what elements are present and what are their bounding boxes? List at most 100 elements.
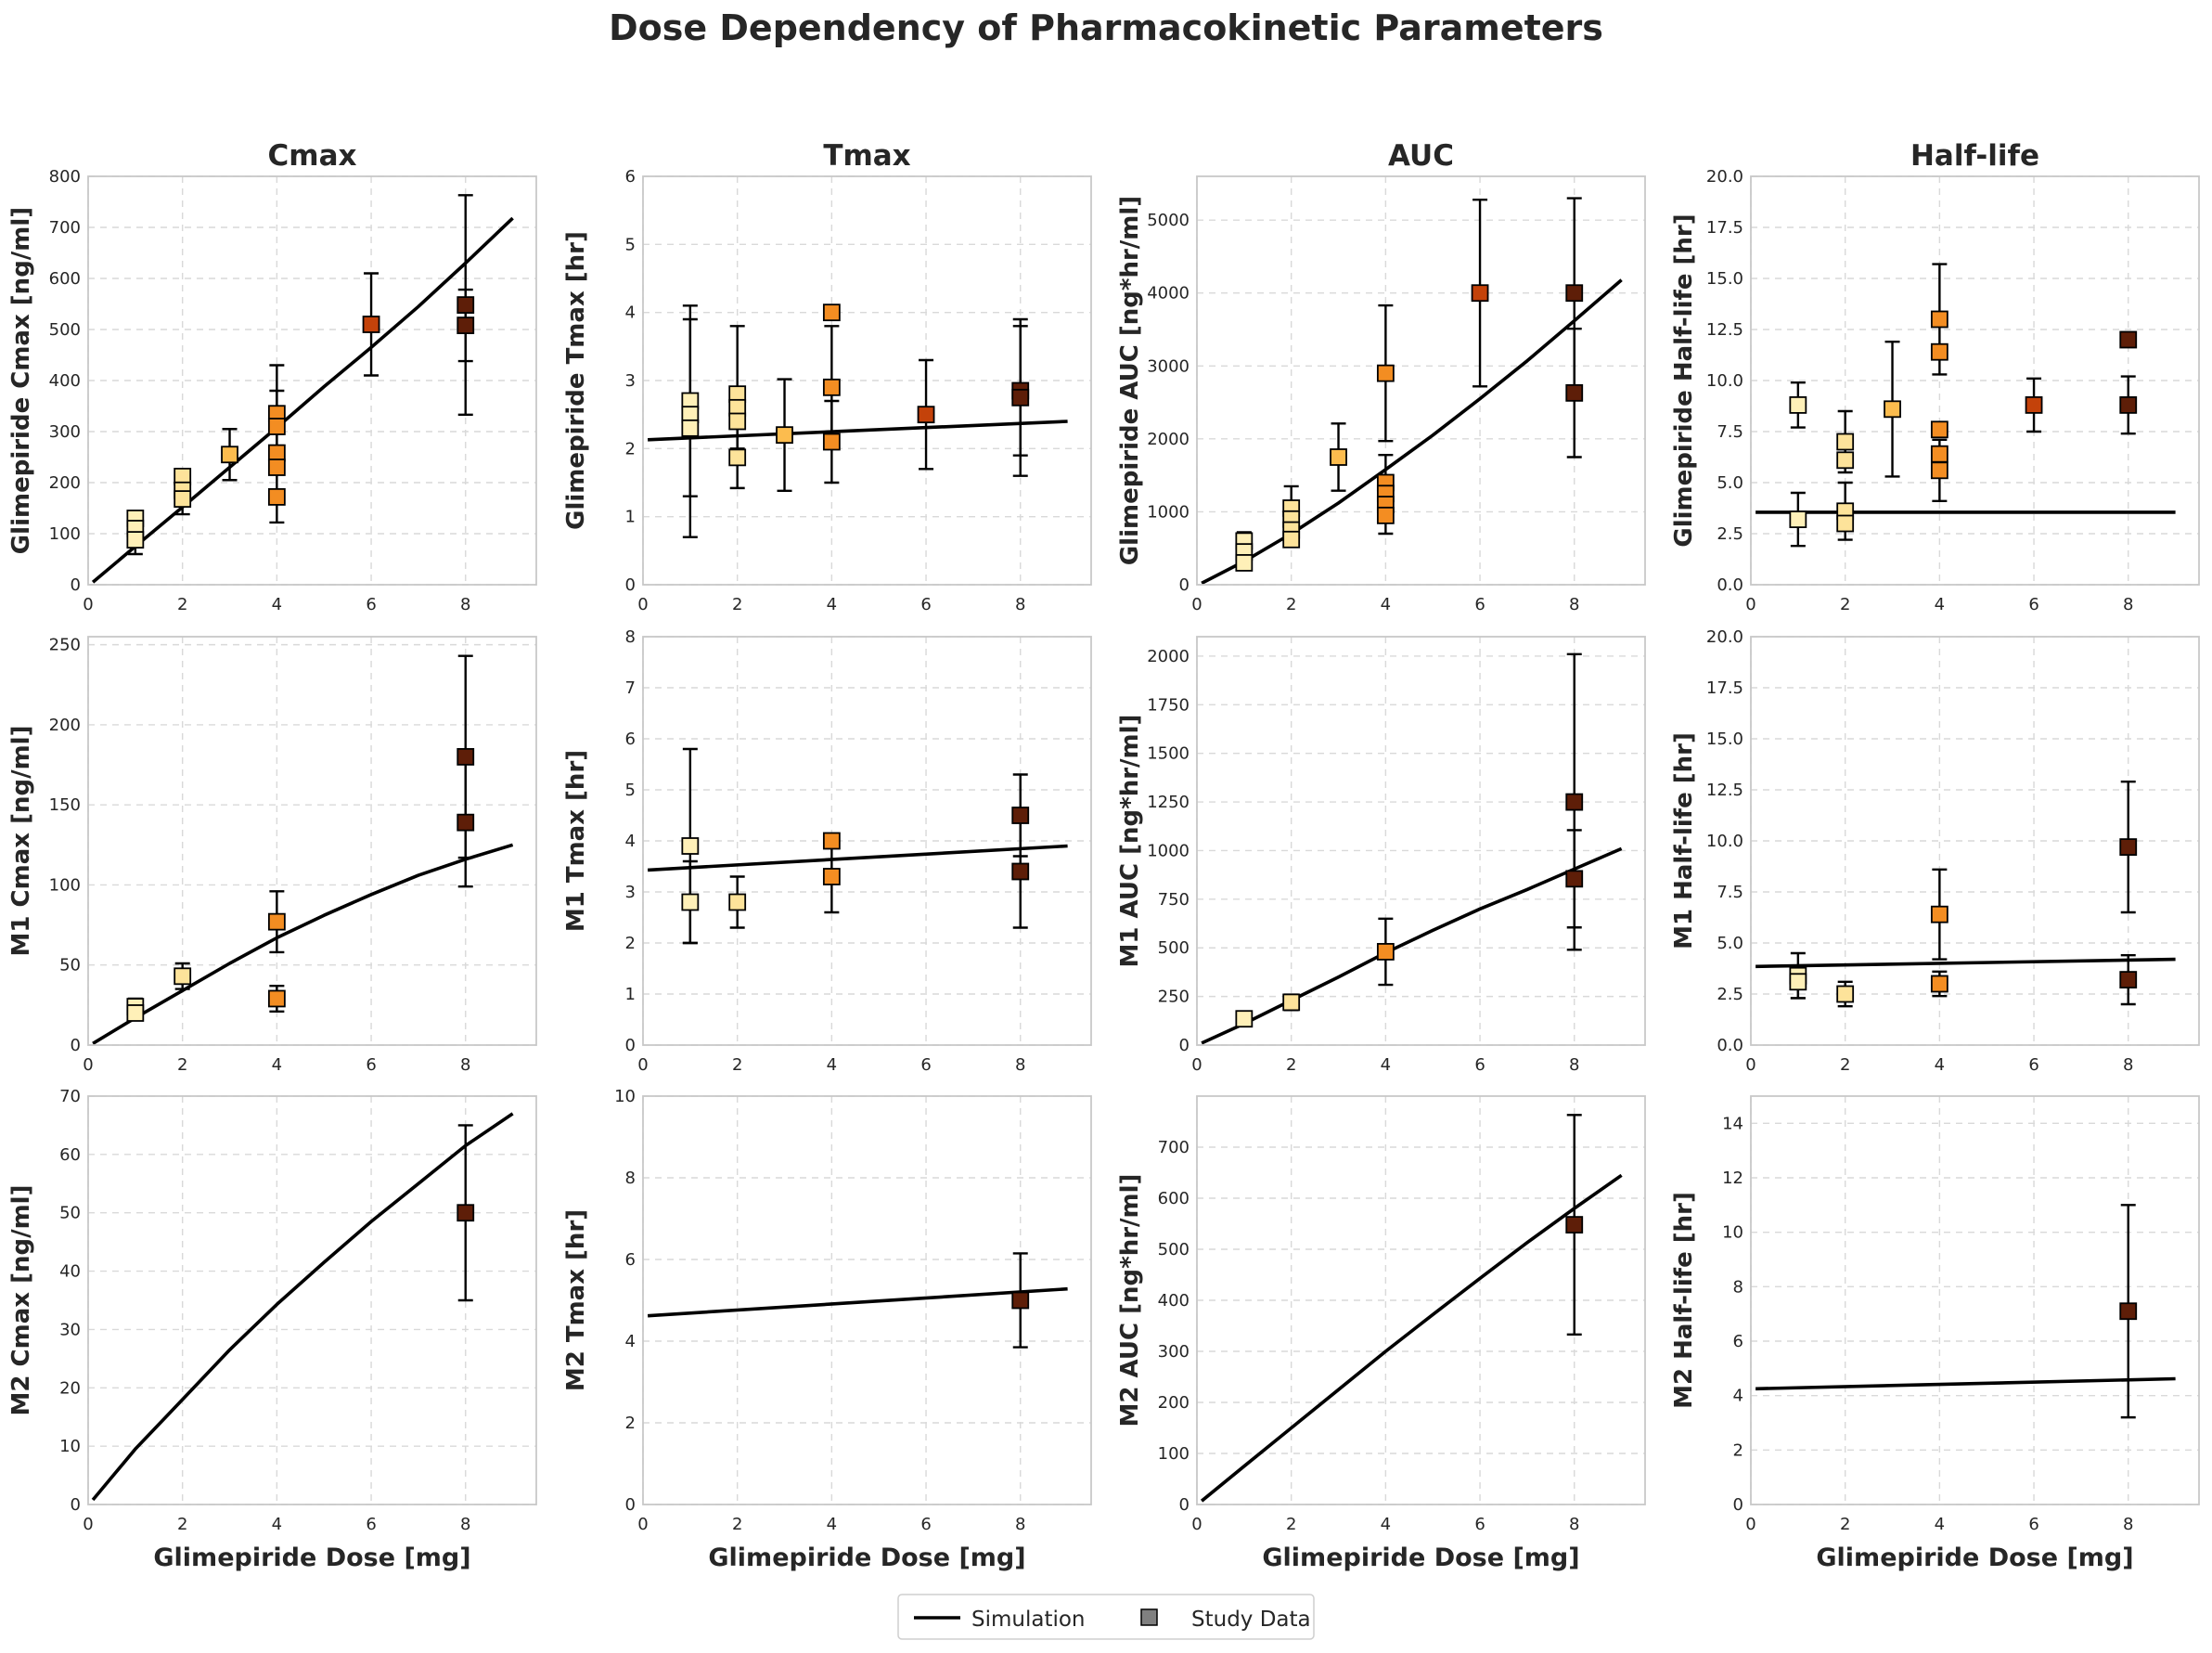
panel-3-point-2	[1235, 554, 1254, 572]
legend-study-data-swatch	[1140, 1608, 1158, 1626]
panel-6-xtick-label-0: 0	[637, 1055, 648, 1075]
panel-7-frame	[1196, 636, 1646, 1046]
panel-12-point-0	[2119, 1302, 2138, 1321]
panel-10-ytick-label-4: 8	[625, 1169, 636, 1188]
panel-5-ytick-label-4: 200	[49, 716, 81, 735]
panel-2-xtick-label-8: 8	[1015, 595, 1025, 614]
panel-12-xtick-label-0: 0	[1745, 1515, 1755, 1534]
panel-5-simulation-line	[92, 843, 514, 1045]
panel-8-point-3	[1930, 905, 1948, 923]
panel-10-ytick-label-5: 10	[614, 1087, 636, 1106]
panel-1-xtick-label-8: 8	[460, 595, 470, 614]
panel-3-ylabel: Glimepiride AUC [ng*hr/ml]	[1116, 196, 1144, 565]
panel-10-ylabel: M2 Tmax [hr]	[562, 1209, 590, 1391]
panel-1-ytick-label-0: 0	[71, 575, 81, 595]
panel-7-xtick-label-8: 8	[1569, 1055, 1579, 1075]
panel-2: 0 2 4 6 8 0 1 2 3 4 5 6 Tmax Glimepiride Tmax [hr]	[562, 139, 1092, 614]
panel-7: 0 2 4 6 8 0 250 500 750 1000 1250 1500 1750 2000 M1 AU…	[1116, 636, 1646, 1075]
panel-8-point-6	[2119, 971, 2138, 988]
panel-6-ytick-label-6: 6	[625, 730, 636, 749]
panel-2-frame	[642, 175, 1092, 586]
panel-2-ytick-label-1: 1	[625, 508, 636, 527]
panel-2-point-6	[728, 448, 747, 467]
panel-4-point-6	[1884, 400, 1901, 419]
panel-9: 0 2 4 6 8 0 10 20 30 40 50 60 70 M2 Cmax [ng/ml] Glime…	[7, 1087, 537, 1572]
panel-5-point-5	[457, 748, 475, 766]
panel-12-simulation-line	[1755, 1376, 2176, 1391]
panel-12-ytick-label-2: 4	[1733, 1387, 1743, 1406]
panel-12-ytick-label-4: 8	[1733, 1277, 1743, 1297]
panel-1-xtick-label-2: 2	[177, 595, 187, 614]
panel-1-frame	[87, 175, 537, 586]
panel-12-ytick-label-3: 6	[1733, 1332, 1743, 1351]
panel-11-xtick-label-6: 6	[1474, 1515, 1485, 1534]
panel-6-ytick-label-2: 2	[625, 934, 636, 953]
panel-6-point-2	[728, 893, 747, 911]
panel-1-ytick-label-8: 800	[49, 167, 81, 187]
panel-7-point-4	[1565, 870, 1584, 888]
panel-11-ytick-label-7: 700	[1158, 1138, 1190, 1157]
panel-3-ytick-label-3: 3000	[1147, 356, 1190, 376]
panel-10-ytick-label-3: 6	[625, 1250, 636, 1270]
panel-4-point-8	[1930, 342, 1948, 361]
panel-1-ytick-label-2: 200	[49, 473, 81, 493]
panel-8-xtick-label-2: 2	[1840, 1055, 1850, 1075]
legend-simulation-label: Simulation	[971, 1608, 1086, 1632]
panel-6-simulation-line	[647, 844, 1068, 872]
panel-3-point-13	[1471, 284, 1489, 303]
panel-7-ytick-label-2: 500	[1158, 938, 1190, 958]
panel-4-ylabel: Glimepiride Half-life [hr]	[1670, 213, 1698, 547]
panel-11-frame	[1196, 1095, 1646, 1505]
panel-8-xtick-label-8: 8	[2123, 1055, 2133, 1075]
panel-4-ytick-label-8: 20.0	[1706, 167, 1743, 187]
panel-7-point-0	[1235, 1010, 1254, 1028]
panel-11-point-0	[1565, 1216, 1584, 1233]
panel-1-title: Cmax	[268, 139, 357, 173]
panel-8-ytick-label-1: 2.5	[1717, 985, 1743, 1004]
panel-5-point-6	[457, 813, 475, 832]
panel-6-point-1	[681, 893, 700, 911]
panel-9-ytick-label-2: 20	[59, 1378, 81, 1398]
panel-3-xtick-label-0: 0	[1191, 595, 1202, 614]
panel-4-point-9	[1930, 420, 1948, 439]
panel-5-xtick-label-2: 2	[177, 1055, 187, 1075]
panel-2-ytick-label-5: 5	[625, 235, 636, 254]
panels: 0 2 4 6 80100200300400500600700800CmaxGlimep…	[7, 139, 2200, 1572]
panel-4-point-2	[1836, 433, 1855, 451]
panel-4: 0 2 4 6 8 0.0 2.5 5.0 7.5 10.0 12.5 15.0 17.5 20.0 Hal…	[1670, 139, 2200, 614]
panel-9-ytick-label-3: 30	[59, 1320, 81, 1339]
panel-11: 0 2 4 6 8 0 100 200 300 400 500 600 700 M2 AUC [ng*hr…	[1116, 1095, 1646, 1572]
panel-2-xtick-label-2: 2	[732, 595, 742, 614]
panel-12-frame	[1750, 1095, 2200, 1505]
panel-5-ytick-label-1: 50	[59, 956, 81, 975]
panel-1-ytick-label-1: 100	[49, 524, 81, 544]
panel-4-title: Half-life	[1910, 139, 2039, 173]
panel-2-point-9	[822, 378, 841, 396]
panel-2-xtick-label-6: 6	[920, 595, 931, 614]
panel-3-ytick-label-0: 0	[1179, 575, 1190, 595]
panel-9-point-0	[457, 1204, 475, 1222]
panel-8-point-1	[1789, 973, 1807, 991]
panel-5-xtick-label-6: 6	[366, 1055, 376, 1075]
panel-10-xtick-label-2: 2	[732, 1515, 742, 1534]
panel-8: 0 2 4 6 8 0.0 2.5 5.0 7.5 10.0 12.5 15.0 17.5 20.0 M1 …	[1670, 627, 2200, 1075]
panel-6-point-4	[822, 868, 841, 885]
panel-3: 0 2 4 6 8 0 1000 2000 3000 4000 5000 AUC Glimepiride…	[1116, 139, 1646, 614]
panel-9-ytick-label-6: 60	[59, 1145, 81, 1165]
panel-5-xtick-label-8: 8	[460, 1055, 470, 1075]
panel-6-point-6	[1011, 862, 1030, 881]
panel-10-ytick-label-1: 2	[625, 1414, 636, 1433]
panel-7-point-3	[1565, 793, 1584, 811]
panel-12-xlabel: Glimepiride Dose [mg]	[1816, 1543, 2133, 1572]
panel-7-ytick-label-7: 1750	[1147, 695, 1190, 715]
panel-3-xtick-label-6: 6	[1474, 595, 1485, 614]
panel-8-ytick-label-6: 15.0	[1706, 730, 1743, 749]
panel-1-ytick-label-3: 300	[49, 422, 81, 442]
panel-6-xtick-label-6: 6	[920, 1055, 931, 1075]
panel-7-point-2	[1376, 943, 1395, 961]
panel-6-point-3	[822, 832, 841, 850]
panel-10-xlabel: Glimepiride Dose [mg]	[708, 1543, 1025, 1572]
panel-2-point-2	[681, 419, 700, 437]
panel-4-ytick-label-1: 2.5	[1717, 524, 1743, 544]
